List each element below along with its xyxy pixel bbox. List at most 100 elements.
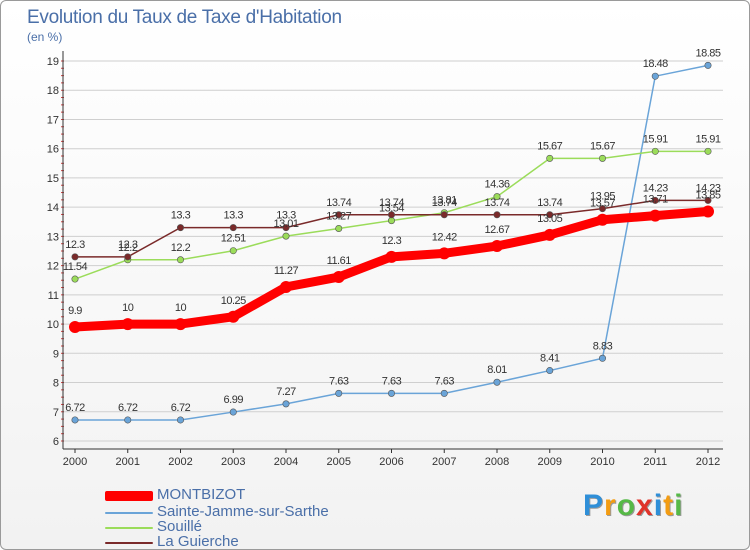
x-tick-label: 2011 xyxy=(643,456,667,468)
data-point xyxy=(440,211,448,219)
data-point xyxy=(227,310,240,323)
y-tick-label: 14 xyxy=(47,202,59,214)
data-point xyxy=(598,154,606,162)
y-tick-label: 17 xyxy=(47,114,59,126)
series-line xyxy=(70,207,713,332)
data-point xyxy=(229,247,237,255)
x-tick-label: 2001 xyxy=(116,456,140,468)
data-point xyxy=(596,213,609,226)
data-label: 13.81 xyxy=(432,195,457,207)
data-label: 13.74 xyxy=(379,197,404,209)
data-label: 11.61 xyxy=(327,255,352,267)
data-label: 6.72 xyxy=(65,402,85,414)
data-label: 10 xyxy=(122,302,134,314)
data-point xyxy=(335,224,343,232)
x-tick-label: 2010 xyxy=(590,456,614,468)
data-point xyxy=(704,147,712,155)
data-label: 13.71 xyxy=(643,194,668,206)
legend-swatch-souille xyxy=(105,527,153,529)
legend-label-la-guierche: La Guierche xyxy=(157,533,239,550)
data-point xyxy=(598,205,606,213)
data-point xyxy=(651,147,659,155)
x-tick-label: 2007 xyxy=(432,456,456,468)
data-point xyxy=(438,247,451,260)
y-tick-label: 19 xyxy=(47,56,59,68)
data-label: 12.2 xyxy=(118,242,138,254)
data-point xyxy=(649,209,662,222)
data-label: 12.51 xyxy=(221,233,246,245)
data-label: 11.54 xyxy=(63,261,88,273)
data-point xyxy=(229,224,237,232)
logo-letter: o xyxy=(616,489,637,522)
x-tick-label: 2000 xyxy=(63,456,87,468)
data-point xyxy=(493,193,501,201)
y-tick-label: 6 xyxy=(53,436,59,448)
data-label: 13.54 xyxy=(379,203,404,215)
grid-layer xyxy=(63,60,723,442)
data-label: 15.67 xyxy=(537,140,562,152)
data-point xyxy=(177,224,185,232)
series-sainte-jamme-sur-sarthe xyxy=(71,61,712,424)
data-point xyxy=(335,211,343,219)
logo-letter: i xyxy=(674,489,684,522)
data-label: 18.48 xyxy=(643,58,668,70)
data-label-layer: 6.72 6.72 6.72 6.99 7.27 7.63 7.63 7.63 8.01 8.41… xyxy=(63,47,722,414)
data-point xyxy=(546,154,554,162)
data-label: 8.83 xyxy=(593,340,613,352)
legend-label-montbizot: MONTBIZOT xyxy=(157,486,246,503)
axis-layer: 6 7 8 9 10 11 12 13 14 15 16 17 18 19 2000 2001 2002 2003… xyxy=(47,51,723,468)
y-tick-label: 9 xyxy=(53,348,59,360)
data-label: 7.63 xyxy=(382,375,402,387)
chart-title: Evolution du Taux de Taxe d'Habitation xyxy=(27,7,342,28)
y-tick-label: 10 xyxy=(47,319,59,331)
data-point xyxy=(282,224,290,232)
data-point xyxy=(174,318,187,331)
data-point xyxy=(124,416,132,424)
data-label: 13.01 xyxy=(273,218,298,230)
data-point xyxy=(71,416,79,424)
data-point xyxy=(280,280,292,293)
data-point xyxy=(387,211,395,219)
data-label: 6.72 xyxy=(118,402,138,414)
x-tick-label: 2003 xyxy=(221,456,245,468)
data-point xyxy=(702,205,714,218)
data-label: 12.42 xyxy=(432,231,457,243)
data-label: 6.72 xyxy=(171,402,191,414)
data-label: 12.3 xyxy=(65,239,85,251)
x-tick-label: 2006 xyxy=(379,456,403,468)
x-tick-label: 2004 xyxy=(274,456,298,468)
data-label: 13.3 xyxy=(224,210,244,222)
data-label: 7.27 xyxy=(276,386,296,398)
data-point xyxy=(229,408,237,416)
data-point xyxy=(651,72,659,80)
data-point xyxy=(491,240,503,253)
y-tick-label: 18 xyxy=(47,85,59,97)
logo-letter: P xyxy=(583,489,605,522)
y-tick-label: 13 xyxy=(47,231,59,243)
y-tick-label: 7 xyxy=(53,407,59,419)
data-label: 15.67 xyxy=(590,140,615,152)
x-tick-label: 2005 xyxy=(327,456,351,468)
data-point xyxy=(385,250,398,263)
x-tick-label: 2009 xyxy=(538,456,562,468)
data-label: 13.74 xyxy=(326,197,351,209)
series-layer xyxy=(69,61,714,424)
data-label: 14.23 xyxy=(695,182,720,194)
data-point xyxy=(124,253,132,261)
y-tick-label: 15 xyxy=(47,173,59,185)
data-label: 13.95 xyxy=(590,191,615,203)
legend-label-souille: Souillé xyxy=(157,518,203,535)
data-label: 7.63 xyxy=(435,375,455,387)
data-point xyxy=(651,196,659,204)
data-label: 18.85 xyxy=(695,47,720,59)
data-point xyxy=(332,271,345,284)
series-souill- xyxy=(71,147,712,283)
data-label: 7.63 xyxy=(329,375,349,387)
data-label: 13.3 xyxy=(276,210,296,222)
x-tick-label: 2008 xyxy=(485,456,509,468)
data-label: 12.3 xyxy=(118,239,138,251)
legend-swatch-sainte-jamme xyxy=(105,512,153,514)
data-point xyxy=(69,321,81,333)
x-tick-label: 2002 xyxy=(168,456,192,468)
data-point xyxy=(335,389,343,397)
